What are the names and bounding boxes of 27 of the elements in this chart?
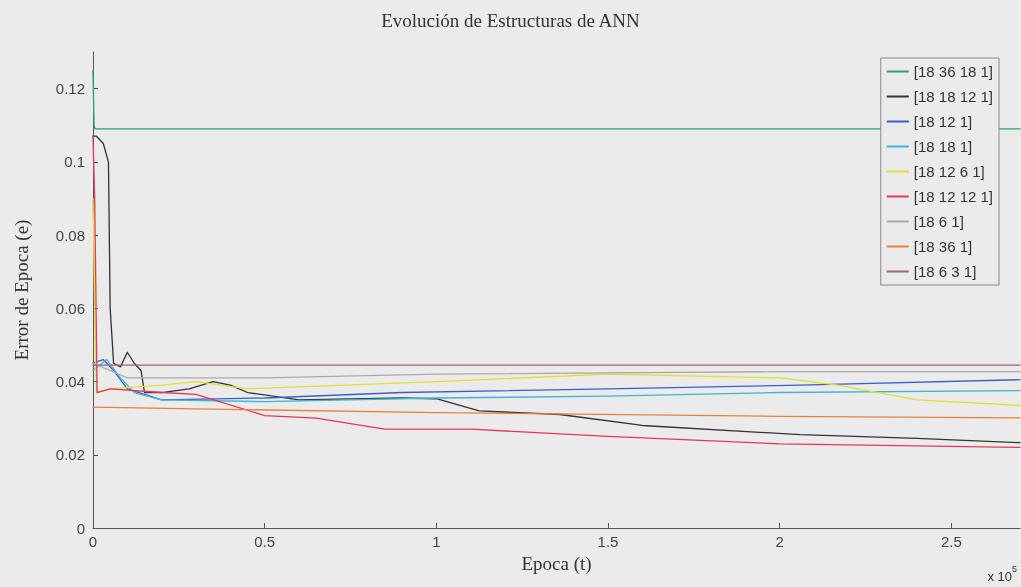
y-tick-label: 0.06 (55, 299, 85, 317)
legend-label: [18 36 18 1] (913, 63, 993, 80)
legend-label: [18 12 1] (913, 113, 973, 130)
x-tick-label: 1.5 (597, 533, 619, 550)
y-tick-label: 0 (76, 519, 85, 537)
y-tick-label: 0.02 (55, 446, 85, 464)
x-tick-label: 2 (775, 533, 784, 550)
y-tick-label: 0.04 (55, 373, 85, 391)
y-tick-label: 0.12 (55, 80, 85, 98)
legend-label: [18 18 1] (913, 138, 973, 155)
line-series (92, 362, 1021, 379)
y-tick-label: 0.1 (64, 153, 85, 171)
y-axis-title: Error de Epoca (e) (11, 219, 33, 361)
legend-label: [18 12 6 1] (913, 163, 985, 180)
x-axis-title: Epoca (t) (521, 552, 592, 575)
x-tick-label: 1 (432, 533, 441, 550)
y-tick-label: 0.08 (55, 226, 85, 244)
legend-label: [18 6 1] (913, 213, 964, 230)
line-series (92, 406, 1021, 419)
chart-title: Evolución de Estructuras de ANN (381, 10, 641, 31)
x-tick-label: 0 (88, 533, 98, 550)
legend-label: [18 6 3 1] (913, 263, 977, 280)
legend-label: [18 36 1] (913, 238, 973, 255)
legend-label: [18 18 12 1] (913, 88, 993, 105)
legend-label: [18 12 12 1] (913, 188, 993, 205)
x-tick-label: 2.5 (940, 533, 962, 550)
x-tick-label: 0.5 (254, 533, 276, 550)
